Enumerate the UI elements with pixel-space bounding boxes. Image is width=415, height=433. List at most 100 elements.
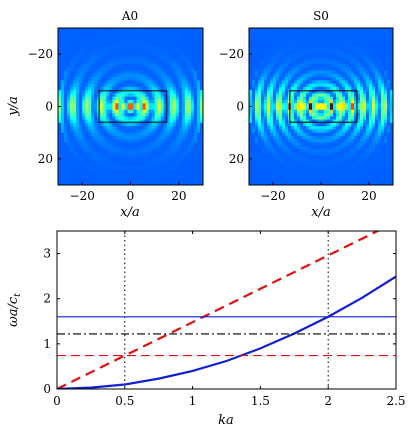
- s0-heat-cell: [357, 86, 361, 91]
- a0-heat-cell: [193, 34, 198, 39]
- s0-heat-cell: [294, 162, 298, 166]
- a0-heat-cell: [109, 135, 113, 140]
- a0-heat-cell: [103, 103, 107, 107]
- s0-heat-cell: [273, 158, 277, 163]
- s0-heat-cell: [249, 149, 253, 153]
- s0-heat-cell: [333, 109, 337, 114]
- s0-heat-cell: [291, 168, 295, 173]
- s0-heat-cell: [300, 139, 304, 143]
- s0-heat-cell: [258, 165, 262, 170]
- a0-heat-cell: [109, 145, 113, 150]
- a0-heat-cell: [187, 113, 192, 117]
- a0-heat-cell: [181, 152, 186, 156]
- a0-heat-cell: [169, 168, 174, 173]
- a0-heat-cell: [70, 67, 74, 71]
- a0-heat-cell: [184, 158, 189, 163]
- s0-heat-cell: [249, 113, 253, 117]
- a0-heat-cell: [109, 181, 113, 185]
- s0-heat-cell: [390, 171, 393, 176]
- s0-heat-cell: [354, 99, 358, 104]
- s0-heat-cell: [366, 109, 370, 114]
- a0-heat-cell: [82, 168, 86, 173]
- a0-heat-cell: [154, 73, 159, 78]
- s0-heat-cell: [375, 135, 379, 140]
- a0-heat-cell: [172, 90, 177, 94]
- s0-heat-cell: [345, 67, 349, 71]
- a0-heat-cell: [76, 70, 80, 75]
- a0-heat-cell: [172, 34, 177, 39]
- s0-heat-cell: [372, 178, 376, 183]
- a0-heat-cell: [73, 175, 77, 179]
- s0-heat-cell: [330, 73, 334, 78]
- s0-heat-cell: [378, 113, 382, 117]
- a0-heat-cell: [85, 171, 89, 176]
- a0-heat-cell: [151, 165, 156, 170]
- a0-heat-cell: [73, 119, 77, 124]
- s0-heat-cell: [345, 122, 349, 127]
- s0-heat-cell: [351, 181, 355, 185]
- s0-heat-cell: [276, 67, 280, 71]
- s0-heat-cell: [261, 119, 265, 124]
- a0-heat-cell: [148, 67, 153, 71]
- s0-heat-cell: [294, 135, 298, 140]
- a0-heat-cell: [103, 41, 107, 45]
- s0-heat-cell: [270, 132, 274, 137]
- a0-heat-cell: [160, 119, 165, 124]
- s0-heat-cell: [327, 93, 331, 98]
- a0-heat-cell: [178, 116, 183, 120]
- a0-heat-cell: [97, 165, 101, 170]
- a0-heat-cell: [133, 139, 137, 143]
- s0-heat-cell: [288, 67, 292, 71]
- a0-heat-cell: [115, 116, 119, 120]
- a0-heat-cell: [199, 77, 203, 81]
- a0-heat-cell: [109, 44, 113, 49]
- s0-heat-cell: [357, 93, 361, 98]
- s0-heat-cell: [300, 77, 304, 81]
- s0-heat-cell: [267, 37, 271, 42]
- a0-heat-cell: [187, 37, 192, 42]
- s0-heat-cell: [363, 67, 367, 71]
- a0-heat-cell: [88, 116, 92, 120]
- a0-heat-cell: [121, 34, 125, 39]
- a0-heat-cell: [190, 175, 195, 179]
- s0-heat-cell: [381, 83, 385, 88]
- s0-heat-cell: [306, 67, 310, 71]
- s0-heat-cell: [261, 168, 265, 173]
- s0-heat-cell: [345, 34, 349, 39]
- s0-heat-cell: [357, 129, 361, 134]
- s0-heat-cell: [369, 142, 373, 147]
- a0-heat-cell: [181, 34, 186, 39]
- s0-heat-cell: [339, 73, 343, 78]
- a0-heat-cell: [121, 132, 125, 137]
- a0-heat-cell: [142, 132, 146, 137]
- s0-heat-cell: [390, 37, 393, 42]
- a0-heat-cell: [70, 116, 74, 120]
- s0-heat-cell: [300, 165, 304, 170]
- s0-heat-cell: [258, 90, 262, 94]
- a0-heat-cell: [130, 129, 134, 134]
- a0-heat-cell: [166, 181, 171, 185]
- a0-heat-cell: [97, 37, 101, 42]
- s0-heat-cell: [330, 162, 334, 166]
- a0-heat-cell: [190, 54, 195, 58]
- s0-heat-cell: [273, 126, 277, 130]
- a0-heat-cell: [193, 168, 198, 173]
- s0-heat-cell: [363, 73, 367, 78]
- a0-heat-cell: [121, 145, 125, 150]
- a0-heat-cell: [196, 129, 201, 134]
- a0-heat-cell: [148, 70, 153, 75]
- a0-heat-cell: [70, 60, 74, 65]
- a0-heat-cell: [130, 34, 134, 39]
- s0-heat-cell: [258, 126, 262, 130]
- s0-heat-cell: [333, 96, 337, 101]
- s0-heat-cell: [351, 50, 355, 55]
- a0-heat-cell: [64, 106, 68, 111]
- s0-heat-cell: [270, 145, 274, 150]
- a0-heat-cell: [88, 93, 92, 98]
- a0-heat-cell: [193, 44, 198, 49]
- a0-heat-cell: [157, 175, 162, 179]
- s0-heat-cell: [261, 50, 265, 55]
- a0-heat-cell: [148, 96, 153, 101]
- s0-heat-cell: [279, 103, 283, 107]
- a0-heat-cell: [133, 90, 137, 94]
